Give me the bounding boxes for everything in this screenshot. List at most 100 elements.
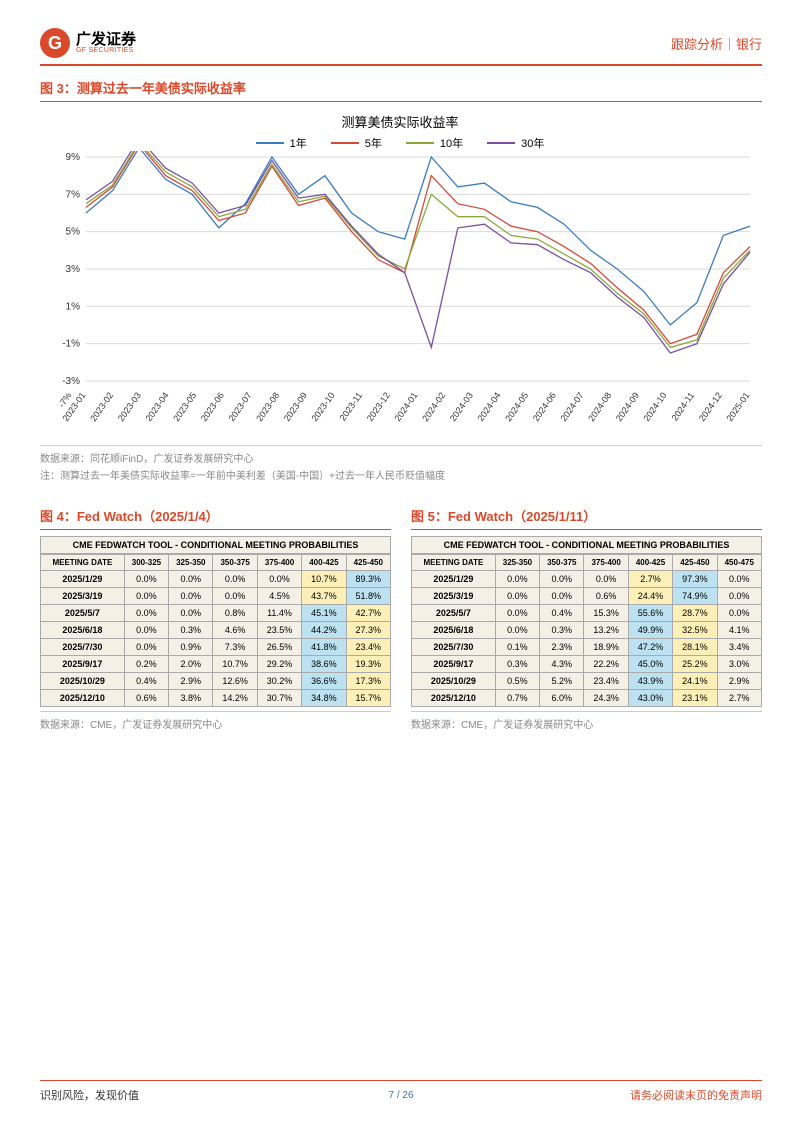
- table-cell: 6.0%: [540, 690, 584, 707]
- table-cell: 49.9%: [628, 622, 672, 639]
- figure3-source: 数据来源：同花顺iFinD，广发证券发展研究中心: [40, 445, 762, 465]
- table-row: 2025/3/190.0%0.0%0.6%24.4%74.9%0.0%: [412, 588, 762, 605]
- table-cell: 2025/3/19: [412, 588, 496, 605]
- table-cell: 2025/9/17: [41, 656, 125, 673]
- figure3-note: 注：测算过去一年美债实际收益率=一年前中美利差（美国-中国）+过去一年人民币贬值…: [40, 467, 762, 482]
- figure5-source: 数据来源：CME，广发证券发展研究中心: [411, 711, 762, 731]
- table-row: 2025/3/190.0%0.0%0.0%4.5%43.7%51.8%: [41, 588, 391, 605]
- table-cell: 0.9%: [169, 639, 213, 656]
- table-cell: 23.5%: [257, 622, 301, 639]
- table-cell: 45.0%: [628, 656, 672, 673]
- table-cell: 0.6%: [124, 690, 168, 707]
- table-header: 375-400: [584, 555, 628, 571]
- table-cell: 7.3%: [213, 639, 257, 656]
- table-cell: 0.6%: [584, 588, 628, 605]
- table-cell: 15.7%: [346, 690, 390, 707]
- table-cell: 0.0%: [213, 588, 257, 605]
- svg-text:2025-01: 2025-01: [725, 390, 752, 423]
- table-cell: 26.5%: [257, 639, 301, 656]
- table-cell: 0.0%: [540, 588, 584, 605]
- table-cell: 10.7%: [302, 571, 346, 588]
- table-cell: 0.0%: [124, 605, 168, 622]
- table-cell: 25.2%: [673, 656, 717, 673]
- table-row: 2025/10/290.4%2.9%12.6%30.2%36.6%17.3%: [41, 673, 391, 690]
- logo-en: GF SECURITIES: [76, 47, 136, 54]
- table-cell: 2025/1/29: [41, 571, 125, 588]
- table-row: 2025/5/70.0%0.4%15.3%55.6%28.7%0.0%: [412, 605, 762, 622]
- table-cell: 2025/6/18: [412, 622, 496, 639]
- table-header: 450-475: [717, 555, 761, 571]
- figure5-caption: CME FEDWATCH TOOL - CONDITIONAL MEETING …: [411, 536, 762, 554]
- table-cell: 55.6%: [628, 605, 672, 622]
- table-cell: 2025/10/29: [41, 673, 125, 690]
- figure5-title: 图 5：Fed Watch（2025/1/11）: [411, 506, 762, 530]
- svg-text:2023-11: 2023-11: [338, 390, 365, 422]
- table-row: 2025/10/290.5%5.2%23.4%43.9%24.1%2.9%: [412, 673, 762, 690]
- table-cell: 0.0%: [213, 571, 257, 588]
- table-cell: 13.2%: [584, 622, 628, 639]
- table-header: 350-375: [213, 555, 257, 571]
- table-cell: 24.3%: [584, 690, 628, 707]
- svg-text:2023-12: 2023-12: [365, 390, 392, 423]
- logo-block: G 广发证券 GF SECURITIES: [40, 28, 136, 58]
- table-cell: 4.1%: [717, 622, 761, 639]
- legend-item-5y: 5年: [331, 135, 382, 151]
- table-cell: 2025/12/10: [41, 690, 125, 707]
- svg-text:-3%: -3%: [62, 376, 80, 387]
- table-cell: 2025/6/18: [41, 622, 125, 639]
- table-cell: 51.8%: [346, 588, 390, 605]
- logo-cn: 广发证券: [76, 32, 136, 47]
- svg-text:2024-08: 2024-08: [586, 390, 613, 423]
- svg-text:2023-06: 2023-06: [199, 390, 226, 423]
- footer-page: 7 / 26: [388, 1090, 413, 1101]
- table-cell: 2025/3/19: [41, 588, 125, 605]
- table-header: 400-425: [302, 555, 346, 571]
- figure4-title: 图 4：Fed Watch（2025/1/4）: [40, 506, 391, 530]
- table-cell: 47.2%: [628, 639, 672, 656]
- table-cell: 0.3%: [495, 656, 539, 673]
- table-header: 300-325: [124, 555, 168, 571]
- table-cell: 0.2%: [124, 656, 168, 673]
- table-cell: 2025/7/30: [41, 639, 125, 656]
- table-cell: 0.8%: [213, 605, 257, 622]
- footer-left: 识别风险，发现价值: [40, 1087, 139, 1103]
- table-cell: 0.5%: [495, 673, 539, 690]
- table-header: MEETING DATE: [412, 555, 496, 571]
- table-cell: 0.0%: [257, 571, 301, 588]
- figure3-chart: 测算美债实际收益率 1年 5年 10年 30年 -3%-1%1%3%5%7%9%…: [40, 108, 760, 441]
- table-row: 2025/12/100.6%3.8%14.2%30.7%34.8%15.7%: [41, 690, 391, 707]
- table-cell: 15.3%: [584, 605, 628, 622]
- table-row: 2025/9/170.3%4.3%22.2%45.0%25.2%3.0%: [412, 656, 762, 673]
- svg-text:2023-05: 2023-05: [171, 390, 198, 423]
- table-cell: 0.0%: [169, 571, 213, 588]
- table-cell: 41.8%: [302, 639, 346, 656]
- table-cell: 2.9%: [169, 673, 213, 690]
- table-cell: 14.2%: [213, 690, 257, 707]
- table-cell: 24.4%: [628, 588, 672, 605]
- table-row: 2025/6/180.0%0.3%13.2%49.9%32.5%4.1%: [412, 622, 762, 639]
- table-cell: 2025/5/7: [412, 605, 496, 622]
- legend-item-1y: 1年: [256, 135, 307, 151]
- table-cell: 74.9%: [673, 588, 717, 605]
- table-cell: 34.8%: [302, 690, 346, 707]
- table-cell: 32.5%: [673, 622, 717, 639]
- table-cell: 4.5%: [257, 588, 301, 605]
- table-row: 2025/6/180.0%0.3%4.6%23.5%44.2%27.3%: [41, 622, 391, 639]
- table-cell: 3.0%: [717, 656, 761, 673]
- svg-text:2023-04: 2023-04: [144, 390, 171, 423]
- table-cell: 43.9%: [628, 673, 672, 690]
- table-header: 425-450: [346, 555, 390, 571]
- svg-text:2024-01: 2024-01: [393, 390, 420, 423]
- table-cell: 17.3%: [346, 673, 390, 690]
- table-cell: 24.1%: [673, 673, 717, 690]
- footer-right: 请务必阅读末页的免责声明: [630, 1087, 762, 1103]
- table-cell: 4.6%: [213, 622, 257, 639]
- table-cell: 0.0%: [169, 605, 213, 622]
- table-cell: 89.3%: [346, 571, 390, 588]
- table-cell: 97.3%: [673, 571, 717, 588]
- table-row: 2025/1/290.0%0.0%0.0%0.0%10.7%89.3%: [41, 571, 391, 588]
- figure5-column: 图 5：Fed Watch（2025/1/11） CME FEDWATCH TO…: [411, 496, 762, 731]
- table-cell: 0.0%: [540, 571, 584, 588]
- table-cell: 3.4%: [717, 639, 761, 656]
- svg-text:2023-07: 2023-07: [227, 390, 254, 423]
